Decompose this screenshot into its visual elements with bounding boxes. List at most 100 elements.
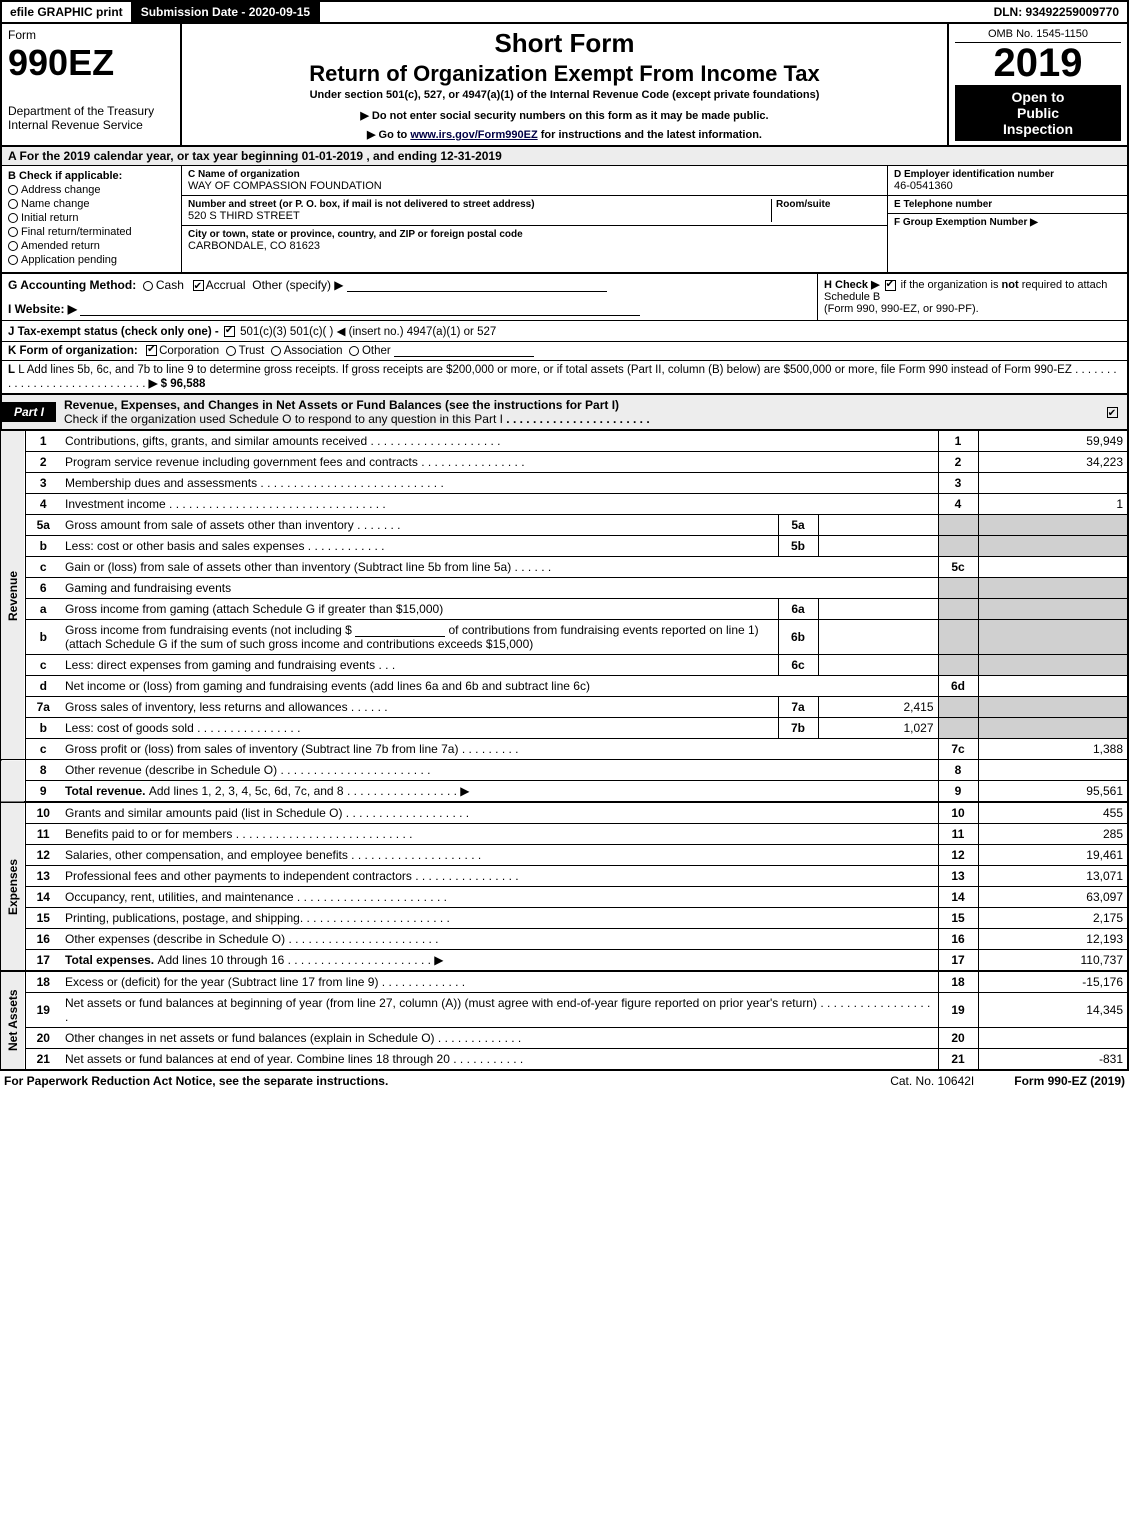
- part1-badge: Part I: [2, 402, 56, 422]
- box-def: D Employer identification number 46-0541…: [887, 166, 1127, 272]
- k-label: K Form of organization:: [8, 345, 138, 357]
- ln6b-num: b: [25, 620, 61, 655]
- box-c-label: C Name of organization: [188, 169, 881, 180]
- ln7b-desc: Less: cost of goods sold: [65, 721, 194, 735]
- tax-period-bar: A For the 2019 calendar year, or tax yea…: [0, 147, 1129, 166]
- ln17-desc: Add lines 10 through 16: [157, 953, 284, 967]
- ln5a-subval: [818, 515, 938, 536]
- cb-amended-return[interactable]: [8, 241, 18, 251]
- irs-label: Internal Revenue Service: [8, 118, 174, 132]
- submission-date-label: Submission Date - 2020-09-15: [133, 2, 320, 22]
- ln19-amount: 14,345: [978, 993, 1128, 1028]
- ln12-num: 12: [25, 845, 61, 866]
- netassets-side-label: Net Assets: [1, 971, 25, 1070]
- ln5a-desc: Gross amount from sale of assets other t…: [65, 518, 354, 532]
- l-gross-receipts: ▶ $ 96,588: [149, 378, 206, 390]
- k-trust[interactable]: [226, 346, 236, 356]
- ln6a-desc: Gross income from gaming (attach Schedul…: [61, 599, 778, 620]
- revenue-side-label: Revenue: [1, 431, 25, 760]
- ln7c-num: c: [25, 739, 61, 760]
- ln1-num: 1: [25, 431, 61, 452]
- org-city: CARBONDALE, CO 81623: [188, 240, 881, 252]
- ln21-num: 21: [25, 1049, 61, 1071]
- ln8-desc: Other revenue (describe in Schedule O): [65, 763, 277, 777]
- ln19-num: 19: [25, 993, 61, 1028]
- ln14-desc: Occupancy, rent, utilities, and maintena…: [65, 890, 294, 904]
- ln18-desc: Excess or (deficit) for the year (Subtra…: [65, 975, 378, 989]
- g-cash-option[interactable]: [143, 281, 153, 291]
- expenses-side-label: Expenses: [1, 802, 25, 971]
- k-corporation[interactable]: [146, 345, 157, 356]
- ln4-desc: Investment income: [65, 497, 166, 511]
- ln5b-subval: [818, 536, 938, 557]
- ln6c-num: c: [25, 655, 61, 676]
- ln7b-num: b: [25, 718, 61, 739]
- box-d-label: D Employer identification number: [894, 169, 1121, 180]
- ln5a-subnum: 5a: [778, 515, 818, 536]
- form-number: 990EZ: [8, 42, 174, 84]
- irs-link[interactable]: www.irs.gov/Form990EZ: [410, 129, 537, 141]
- ln1-desc: Contributions, gifts, grants, and simila…: [65, 434, 367, 448]
- ln17-lineno: 17: [938, 950, 978, 972]
- g-accrual-option[interactable]: [193, 280, 204, 291]
- ln7a-num: 7a: [25, 697, 61, 718]
- part1-table: Revenue 1 Contributions, gifts, grants, …: [0, 430, 1129, 1071]
- k-other[interactable]: [349, 346, 359, 356]
- ln6b-subval: [818, 620, 938, 655]
- ln9-num: 9: [25, 781, 61, 803]
- ln6-num: 6: [25, 578, 61, 599]
- h-checkbox[interactable]: [885, 280, 896, 291]
- ln10-desc: Grants and similar amounts paid (list in…: [65, 806, 342, 820]
- ln7a-subnum: 7a: [778, 697, 818, 718]
- cb-final-return[interactable]: [8, 227, 18, 237]
- part1-title: Revenue, Expenses, and Changes in Net As…: [64, 398, 619, 412]
- ln6d-lineno: 6d: [938, 676, 978, 697]
- ln8-amount: [978, 760, 1128, 781]
- ln10-num: 10: [25, 802, 61, 824]
- ln11-desc: Benefits paid to or for members: [65, 827, 232, 841]
- ln9-lineno: 9: [938, 781, 978, 803]
- cb-initial-return[interactable]: [8, 213, 18, 223]
- g-other-input[interactable]: [347, 280, 607, 292]
- j-501c3[interactable]: [224, 326, 235, 337]
- addr-label: Number and street (or P. O. box, if mail…: [188, 199, 771, 210]
- k-association[interactable]: [271, 346, 281, 356]
- tax-year: 2019: [955, 43, 1121, 83]
- ln6c-desc: Less: direct expenses from gaming and fu…: [65, 658, 375, 672]
- ln9-desc: Add lines 1, 2, 3, 4, 5c, 6d, 7c, and 8: [149, 784, 344, 798]
- ln4-lineno: 4: [938, 494, 978, 515]
- ein: 46-0541360: [894, 180, 1121, 192]
- ln3-num: 3: [25, 473, 61, 494]
- form-header: Form 990EZ Department of the Treasury In…: [0, 24, 1129, 147]
- ln15-lineno: 15: [938, 908, 978, 929]
- ln6b-contrib-input[interactable]: [355, 625, 445, 637]
- identity-block: B Check if applicable: Address change Na…: [0, 166, 1129, 274]
- website-input[interactable]: [80, 304, 640, 316]
- ln2-num: 2: [25, 452, 61, 473]
- k-other-input[interactable]: [394, 345, 534, 357]
- cb-application-pending[interactable]: [8, 255, 18, 265]
- ln2-amount: 34,223: [978, 452, 1128, 473]
- gh-block: G Accounting Method: Cash Accrual Other …: [0, 274, 1129, 321]
- ln14-num: 14: [25, 887, 61, 908]
- cb-name-change[interactable]: [8, 199, 18, 209]
- ln6a-subnum: 6a: [778, 599, 818, 620]
- ln7b-subval: 1,027: [818, 718, 938, 739]
- ln6c-subval: [818, 655, 938, 676]
- ln5b-num: b: [25, 536, 61, 557]
- top-bar: efile GRAPHIC print Submission Date - 20…: [0, 0, 1129, 24]
- footer-formref: Form 990-EZ (2019): [1014, 1074, 1125, 1088]
- efile-print-label[interactable]: efile GRAPHIC print: [2, 2, 133, 22]
- part1-sub: Check if the organization used Schedule …: [64, 412, 503, 426]
- i-label: I Website: ▶: [8, 302, 77, 316]
- ln7a-desc: Gross sales of inventory, less returns a…: [65, 700, 348, 714]
- ln20-num: 20: [25, 1028, 61, 1049]
- ln15-desc: Printing, publications, postage, and shi…: [65, 911, 303, 925]
- ln10-amount: 455: [978, 802, 1128, 824]
- ln16-lineno: 16: [938, 929, 978, 950]
- ln19-lineno: 19: [938, 993, 978, 1028]
- cb-address-change[interactable]: [8, 185, 18, 195]
- org-name: WAY OF COMPASSION FOUNDATION: [188, 180, 881, 192]
- part1-schedule-o-check[interactable]: [1107, 407, 1118, 418]
- ln2-lineno: 2: [938, 452, 978, 473]
